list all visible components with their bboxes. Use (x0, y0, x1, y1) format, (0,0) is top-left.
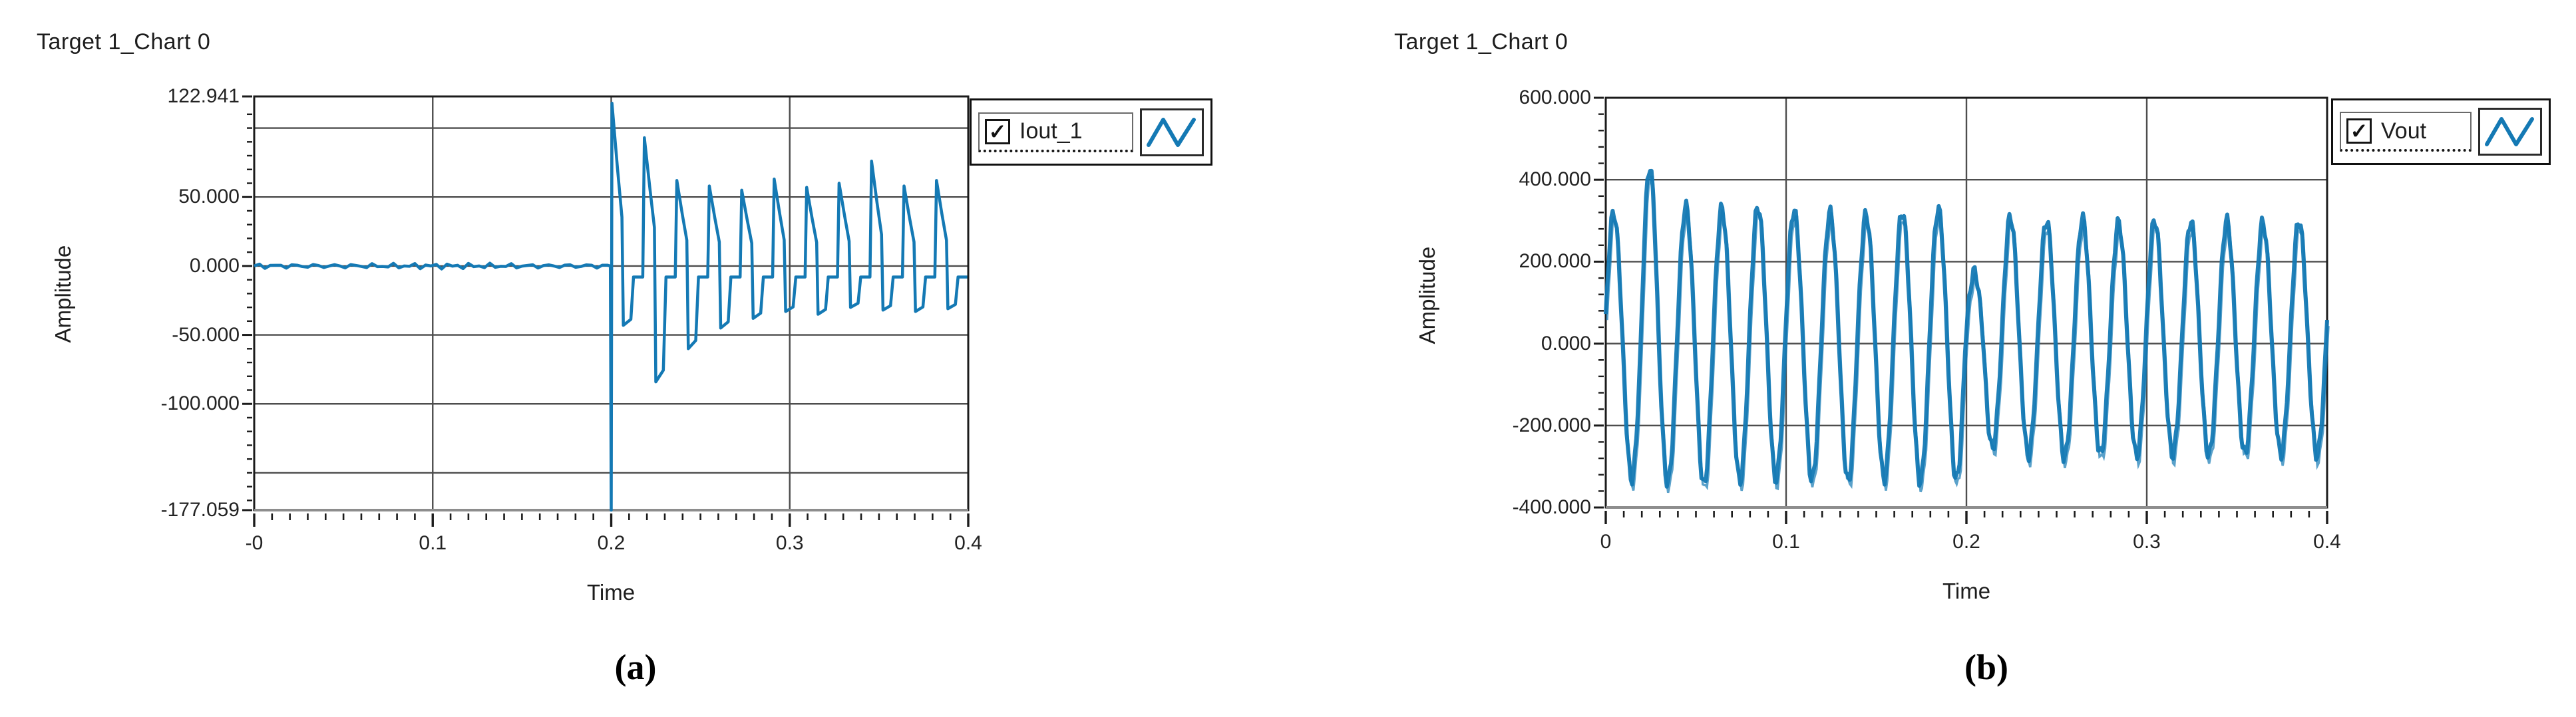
y-tick-label: 600.000 (1519, 86, 1591, 108)
legend-entry: ✓ Iout_1 (978, 112, 1133, 152)
legend-series-label: Vout (2381, 118, 2427, 144)
x-tick-label: 0.1 (1772, 531, 1800, 553)
x-tick-label: 0.2 (1952, 531, 1980, 553)
y-tick-label: -177.059 (160, 499, 240, 521)
legend-entry: ✓ Vout (2340, 112, 2472, 152)
x-axis-label: Time (1942, 579, 1991, 603)
y-tick-label: -200.000 (1512, 414, 1591, 436)
plot-style-button[interactable] (2478, 108, 2542, 156)
y-tick-label: 50.000 (178, 186, 240, 208)
x-tick-label: 0.3 (2133, 531, 2161, 553)
x-tick-label: 0.1 (419, 532, 447, 554)
x-tick-label: -0 (245, 532, 264, 554)
y-tick-label: 122.941 (167, 85, 240, 107)
y-axis-label: Amplitude (51, 245, 75, 343)
zigzag-wave-icon (2485, 117, 2534, 146)
x-tick-label: 0 (1600, 531, 1612, 553)
plot-legend[interactable]: ✓ Iout_1 (970, 98, 1212, 166)
y-tick-label: 200.000 (1519, 250, 1591, 273)
chart-title: Target 1_Chart 0 (37, 29, 211, 55)
y-tick-label: -400.000 (1512, 496, 1591, 518)
x-axis-label: Time (586, 580, 636, 605)
legend-visibility-checkbox[interactable]: ✓ (2346, 118, 2372, 144)
trace-Iout_1 (254, 101, 968, 512)
y-tick-label: 0.000 (1541, 332, 1591, 355)
panel-caption: (a) (614, 647, 657, 687)
panel-caption: (b) (1964, 647, 2008, 687)
x-tick-label: 0.3 (775, 532, 804, 554)
y-tick-label: -100.000 (160, 392, 240, 415)
y-tick-label: 0.000 (189, 254, 240, 277)
y-tick-label: 400.000 (1519, 168, 1591, 191)
plot-style-button[interactable] (1140, 108, 1204, 156)
y-tick-label: -50.000 (172, 323, 240, 346)
y-axis-label: Amplitude (1415, 246, 1439, 345)
trace-band-Vout (1606, 176, 2330, 494)
chart-title: Target 1_Chart 0 (1394, 29, 1568, 55)
legend-visibility-checkbox[interactable]: ✓ (985, 118, 1010, 144)
x-tick-label: 0.4 (954, 532, 982, 554)
x-tick-label: 0.2 (597, 532, 626, 554)
plot-legend[interactable]: ✓ Vout (2331, 98, 2551, 165)
zigzag-wave-icon (1147, 117, 1196, 147)
legend-series-label: Iout_1 (1019, 118, 1083, 144)
x-tick-label: 0.4 (2313, 531, 2341, 553)
